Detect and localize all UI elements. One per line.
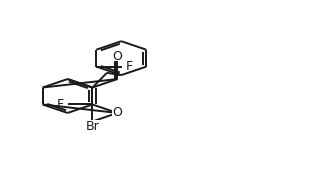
Text: O: O [112,106,122,119]
Text: F: F [125,60,132,73]
Text: F: F [57,98,64,111]
Text: Br: Br [86,120,99,133]
Text: O: O [112,50,122,63]
